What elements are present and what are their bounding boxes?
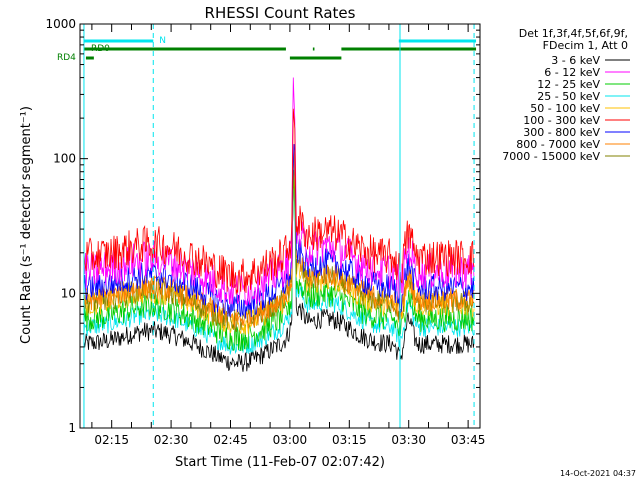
legend-label-7: 800 - 7000 keV [516,138,600,151]
legend-label-4: 50 - 100 keV [530,102,600,115]
rd0-label: RD0 [91,44,110,54]
plot-area [80,24,480,428]
series-layer [83,77,475,372]
legend-header-1: FDecim 1, Att 0 [543,39,628,52]
status-bars: N RD0 RD4 [57,36,477,63]
legend-header-0: Det 1f,3f,4f,5f,6f,9f, [519,27,628,40]
x-axis-label: Start Time (11-Feb-07 02:07:42) [175,455,385,470]
x-tick-label-1: 02:30 [154,433,189,447]
axes: 1 10 100 1000 02:15 02:30 02:45 03:00 03:15 03:30… [45,17,485,447]
y-tick-label-1: 10 [61,286,76,300]
series-trace-5 [83,108,475,295]
legend-label-2: 12 - 25 keV [537,78,600,91]
plot-frame [79,23,481,429]
x-tick-label-0: 02:15 [94,433,129,447]
series-trace-0 [83,169,475,372]
series-trace-3 [83,188,475,355]
x-tick-label-6: 03:45 [451,433,486,447]
y-axis-label: Count Rate (s⁻¹ detector segment⁻¹) [19,106,34,344]
legend-label-1: 6 - 12 keV [544,66,600,79]
plot-background [80,24,480,428]
chart-title: RHESSI Count Rates [205,4,356,22]
y-tick-label-2: 100 [53,152,76,166]
series-trace-7 [83,150,475,329]
legend-label-0: 3 - 6 keV [551,54,600,67]
rd4-label: RD4 [57,53,76,63]
legend-label-3: 25 - 50 keV [537,90,600,103]
legend-label-5: 100 - 300 keV [523,114,600,127]
series-trace-2 [83,172,475,351]
legend-label-8: 7000 - 15000 keV [502,150,600,163]
x-tick-label-5: 03:30 [391,433,426,447]
night-label: N [159,36,166,46]
legend: Det 1f,3f,4f,5f,6f,9f,FDecim 1, Att 0 3 -… [502,27,630,163]
y-tick-label-0: 1 [68,421,76,435]
x-tick-label-2: 02:45 [213,433,248,447]
plot-timestamp: 14-Oct-2021 04:37 [560,469,636,478]
legend-label-6: 300 - 800 keV [523,126,600,139]
x-tick-label-4: 03:15 [332,433,367,447]
y-tick-label-3: 1000 [45,17,76,31]
x-tick-label-3: 03:00 [273,433,308,447]
vertical-markers [83,24,475,428]
